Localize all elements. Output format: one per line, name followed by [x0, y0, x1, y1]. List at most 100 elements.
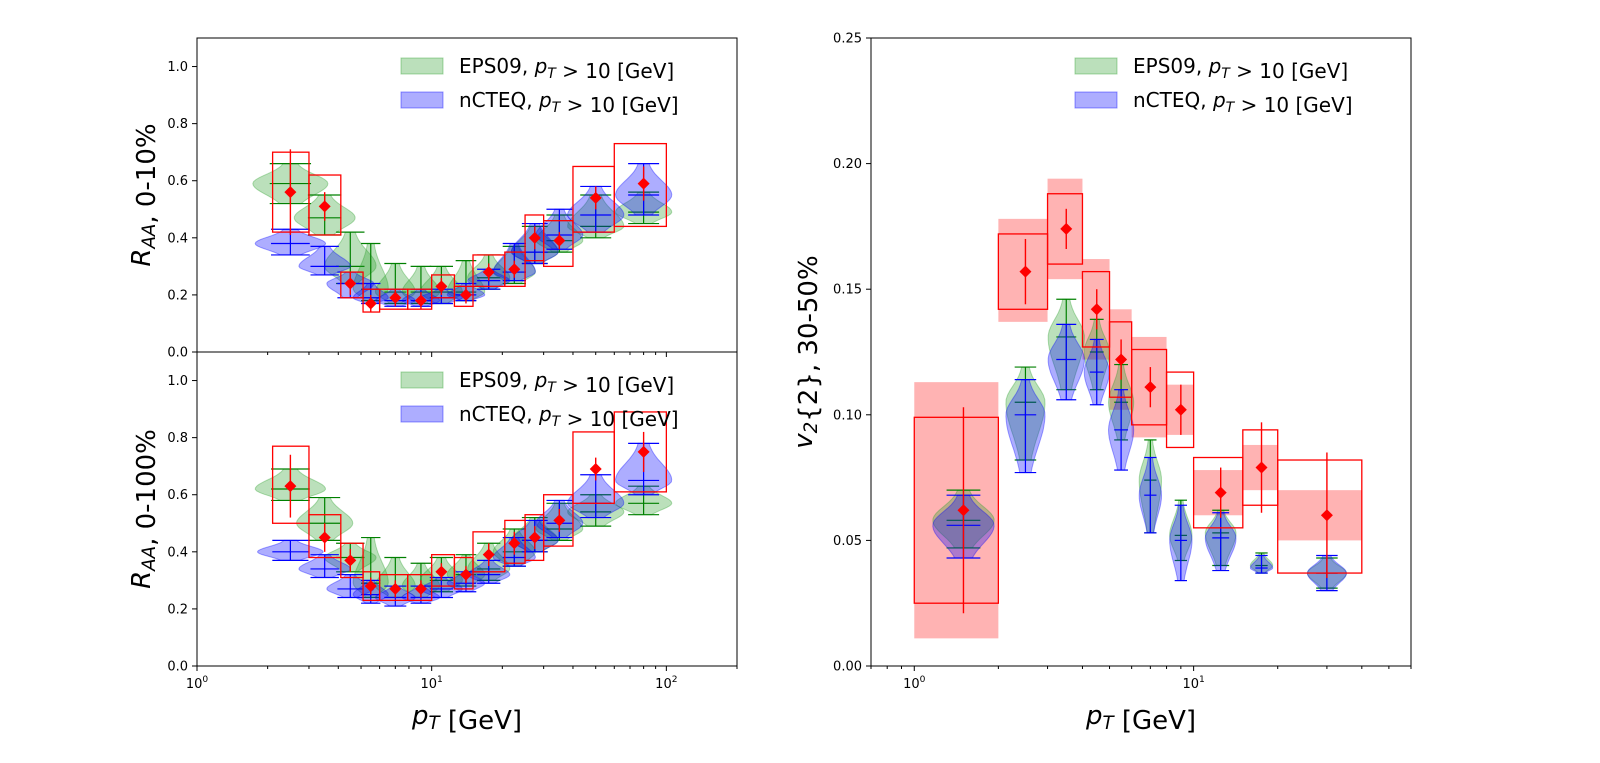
y-tick-label: 0.05: [833, 534, 862, 549]
y-tick-label: 0.20: [833, 157, 862, 172]
data-point: [589, 191, 602, 204]
legend-swatch-ncteq: [400, 405, 444, 423]
data-point: [1320, 509, 1333, 522]
data-point: [508, 537, 521, 550]
syst-box: [1081, 270, 1111, 348]
syst-box: [308, 514, 342, 559]
legend-label: EPS09, pT > 10 [GeV]: [459, 368, 674, 397]
data-point: [414, 294, 427, 307]
plot-frame: [870, 37, 1412, 667]
legend-label: EPS09, pT > 10 [GeV]: [459, 54, 674, 83]
syst-box: [1277, 459, 1363, 574]
data-point: [508, 263, 521, 276]
y-tick-label: 0.6: [167, 174, 188, 189]
y-tick-label: 0.4: [167, 545, 188, 560]
y-tick-label: 0.2: [167, 602, 188, 617]
data-point: [435, 280, 448, 293]
data-point: [1144, 381, 1157, 394]
plot-frame: [196, 351, 738, 667]
x-tick-label: 100: [186, 675, 209, 692]
data-point: [482, 266, 495, 279]
y-tick-label: 0.0: [167, 660, 188, 675]
data-point: [284, 480, 297, 493]
data-point: [1174, 403, 1187, 416]
syst-box: [308, 174, 342, 236]
y-tick-label: 0.00: [833, 660, 862, 675]
syst-box: [1046, 193, 1084, 265]
syst-box: [453, 285, 474, 307]
legend-swatch-eps09: [1074, 57, 1118, 75]
data-point: [435, 565, 448, 578]
data-point: [364, 297, 377, 310]
data-point: [414, 582, 427, 595]
panel-right: 0.00 0.05 0.10 0.15 0.20 0.25 100 101 v2{2}, 30-…: [789, 32, 1412, 736]
data-point: [1060, 222, 1073, 235]
data-point: [284, 186, 297, 199]
data-point: [528, 531, 541, 544]
syst-box: [453, 556, 474, 590]
data-point: [553, 514, 566, 527]
data-point: [1090, 303, 1103, 316]
y-tick-label: 0.8: [167, 117, 188, 132]
syst-box: [407, 288, 433, 310]
data-point: [637, 177, 650, 190]
data-point: [344, 277, 357, 290]
y-tick-label: 0.10: [833, 408, 862, 423]
data-point: [528, 231, 541, 244]
x-tick-label: 100: [903, 675, 926, 692]
y-tick-label: 0.4: [167, 231, 188, 246]
data-point: [389, 582, 402, 595]
legend: EPS09, pT > 10 [GeV] nCTEQ, pT > 10 [GeV]: [1074, 54, 1353, 117]
syst-box: [271, 445, 310, 524]
syst-box: [542, 220, 574, 268]
panel-top-left: 0.0 0.2 0.4 0.6 0.8 1.0 RAA, 0-10% EPS09, pT > …: [127, 37, 738, 361]
data-point: [637, 445, 650, 458]
syst-band: [1277, 490, 1362, 541]
x-tick-label: 101: [421, 675, 443, 692]
y-tick-label: 0.15: [833, 283, 862, 298]
syst-band: [914, 382, 999, 639]
y-tick-label: 0.0: [167, 346, 188, 361]
data-point: [957, 504, 970, 517]
syst-box: [997, 233, 1049, 310]
y-axis-label: RAA, 0-100%: [127, 429, 162, 589]
data-point: [318, 200, 331, 213]
syst-box: [613, 411, 668, 493]
data-point: [1019, 265, 1032, 278]
y-tick-label: 0.6: [167, 488, 188, 503]
legend-swatch-eps09: [400, 57, 444, 75]
x-axis-label: pT [GeV]: [411, 701, 522, 736]
data-point: [1214, 486, 1227, 499]
syst-box: [913, 416, 1000, 604]
syst-box: [504, 251, 526, 287]
legend-label: EPS09, pT > 10 [GeV]: [1133, 54, 1348, 83]
y-tick-label: 0.2: [167, 288, 188, 303]
legend-swatch-ncteq: [1074, 91, 1118, 109]
panel-bottom-left: 0.0 0.2 0.4 0.6 0.8 1.0 100 101 102 RAA, 0-100% pT…: [127, 351, 738, 736]
syst-box: [542, 494, 574, 547]
data-point: [459, 568, 472, 581]
data-point: [1115, 353, 1128, 366]
syst-box: [1165, 371, 1195, 449]
syst-box: [407, 574, 433, 601]
legend-label: nCTEQ, pT > 10 [GeV]: [459, 88, 679, 117]
x-tick-label: 102: [655, 675, 677, 692]
y-tick-label: 0.25: [833, 32, 862, 47]
legend: EPS09, pT > 10 [GeV] nCTEQ, pT > 10 [GeV]: [400, 368, 679, 431]
legend-swatch-ncteq: [400, 91, 444, 109]
data-point: [482, 548, 495, 561]
legend-label: nCTEQ, pT > 10 [GeV]: [1133, 88, 1353, 117]
data-point: [459, 288, 472, 301]
x-axis-label: pT [GeV]: [1085, 701, 1196, 736]
data-point: [344, 554, 357, 567]
legend: EPS09, pT > 10 [GeV] nCTEQ, pT > 10 [GeV]: [400, 54, 679, 117]
syst-box: [613, 142, 668, 228]
y-axis-label: v2{2}, 30-50%: [789, 255, 824, 448]
data-point: [553, 234, 566, 247]
data-point: [389, 291, 402, 304]
legend-label: nCTEQ, pT > 10 [GeV]: [459, 402, 679, 431]
data-point: [589, 463, 602, 476]
syst-box: [340, 542, 364, 579]
data-point: [1255, 461, 1268, 474]
